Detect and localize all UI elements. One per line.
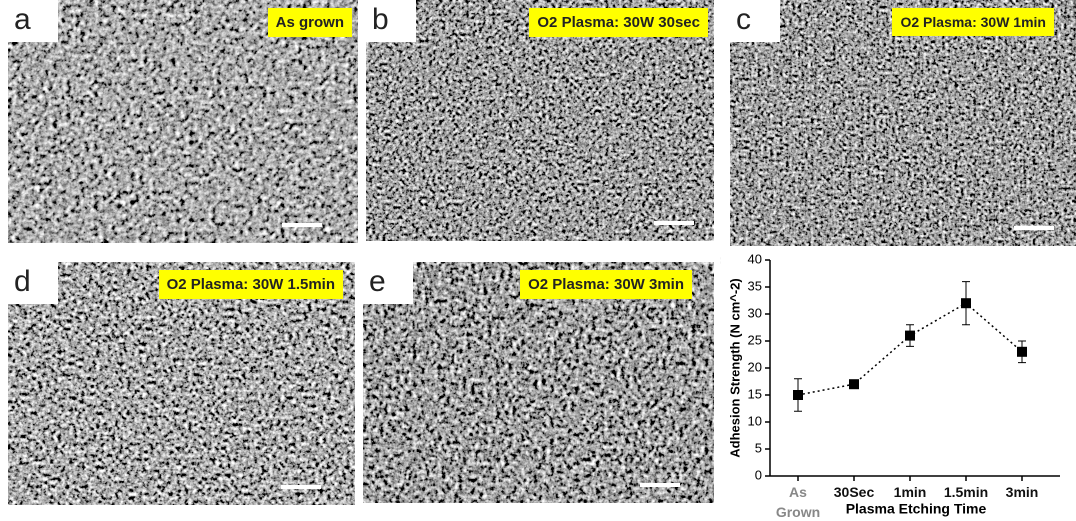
y-tick-label: 0 [755, 467, 762, 482]
scale-bar [282, 223, 322, 227]
x-tick-label: 1min [893, 484, 927, 500]
scale-bar [640, 483, 680, 487]
x-axis-label: Plasma Etching Time [846, 501, 987, 517]
scale-bar [654, 221, 694, 225]
y-axis-label: Adhesion Strength (N cm^-2) [727, 278, 742, 458]
panel-label: O2 Plasma: 30W 3min [520, 270, 692, 299]
texture [366, 0, 714, 241]
x-tick-label: 3min [1005, 484, 1039, 500]
panel-letter: f [720, 253, 721, 280]
sem-image: e O2 Plasma: 30W 3min [363, 262, 714, 503]
y-tick-label: 15 [748, 386, 762, 401]
panel-letter: d [8, 262, 58, 304]
y-tick-label: 35 [748, 278, 762, 293]
panel-letter: c [730, 0, 780, 42]
marker [905, 330, 915, 341]
y-tick-label: 30 [748, 305, 762, 320]
marker [1017, 346, 1027, 357]
marker [961, 298, 971, 309]
x-tick-label: 30Sec [833, 484, 875, 500]
panel-letter: e [363, 262, 413, 304]
sem-image: a As grown [8, 0, 358, 243]
texture [363, 262, 714, 503]
texture [8, 262, 355, 505]
panel-label: As grown [267, 8, 352, 37]
x-tick-label: As Grown [775, 484, 821, 520]
chart-svg: f Adhesion Strength (N cm^-2) Plasma Etc… [720, 252, 1060, 517]
panel-letter: b [366, 0, 416, 42]
panel-label: O2 Plasma: 30W 30sec [529, 8, 708, 37]
x-tick-label: 1.5min [943, 484, 989, 500]
texture [8, 0, 358, 243]
sem-image: d O2 Plasma: 30W 1.5min [8, 262, 355, 505]
scale-bar [1014, 226, 1054, 230]
data-line [797, 302, 1023, 396]
panel-label: O2 Plasma: 30W 1.5min [158, 270, 343, 299]
y-tick-label: 25 [748, 332, 762, 347]
panel-letter: a [8, 0, 58, 42]
chart: f Adhesion Strength (N cm^-2) Plasma Etc… [720, 252, 1076, 521]
sem-image: b O2 Plasma: 30W 30sec [366, 0, 714, 241]
panel-label: O2 Plasma: 30W 1min [892, 8, 1054, 36]
y-tick-label: 20 [748, 359, 762, 374]
texture [730, 0, 1076, 246]
y-tick-label: 10 [748, 413, 762, 428]
marker [849, 379, 859, 390]
marker [793, 390, 803, 400]
y-tick-label: 5 [755, 440, 762, 455]
y-tick-label: 40 [748, 252, 762, 266]
sem-image: c O2 Plasma: 30W 1min [730, 0, 1076, 246]
scale-bar [281, 485, 321, 489]
